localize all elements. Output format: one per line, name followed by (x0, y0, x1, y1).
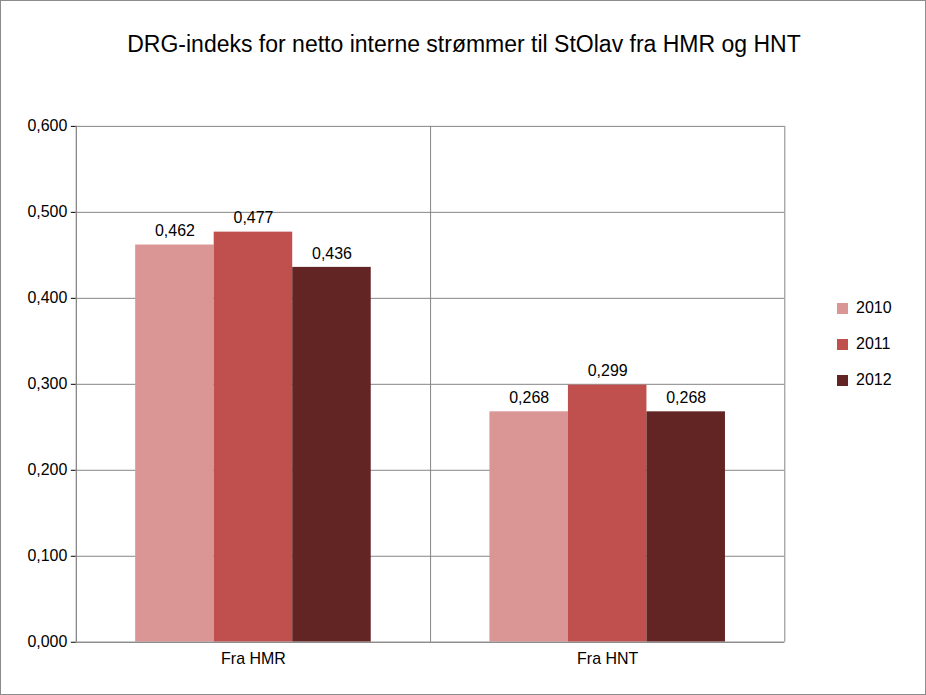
svg-text:0,600: 0,600 (27, 117, 67, 134)
svg-text:0,299: 0,299 (588, 362, 628, 379)
svg-text:Fra HMR: Fra HMR (221, 650, 286, 667)
html-text:2010: 2010 (856, 299, 892, 316)
svg-text:0,000: 0,000 (27, 633, 67, 650)
html-text:DRG-indeks for netto interne s: DRG-indeks for netto interne strømmer ti… (127, 31, 801, 57)
svg-text:0,268: 0,268 (666, 389, 706, 406)
svg-text:0,200: 0,200 (27, 461, 67, 478)
html-text:2011: 2011 (856, 335, 891, 352)
svg-text:0,400: 0,400 (27, 289, 67, 306)
svg-text:0,300: 0,300 (27, 375, 67, 392)
svg-text:0,268: 0,268 (509, 389, 549, 406)
svg-text:0,100: 0,100 (27, 547, 67, 564)
html-text:2012: 2012 (856, 371, 892, 388)
svg-text:Fra HNT: Fra HNT (577, 650, 638, 667)
svg-text:0,436: 0,436 (312, 245, 352, 262)
svg-text:0,500: 0,500 (27, 203, 67, 220)
svg-text:0,462: 0,462 (155, 222, 195, 239)
svg-text:0,477: 0,477 (233, 209, 273, 226)
